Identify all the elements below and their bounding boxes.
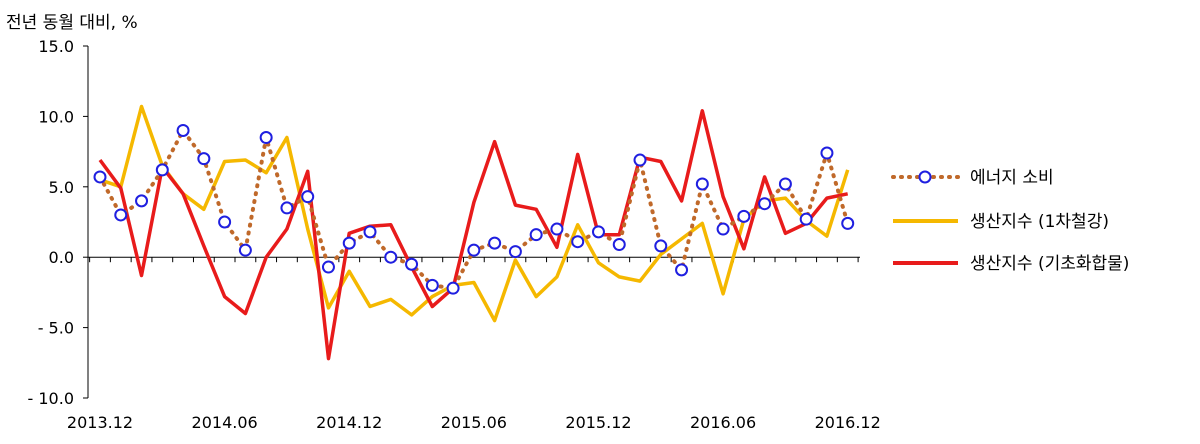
data-point-energy	[425, 278, 439, 292]
y-tick-label: - 5.0	[38, 319, 74, 338]
data-point-energy	[529, 228, 543, 242]
x-tick-label: 2015.06	[441, 413, 507, 432]
data-point-energy	[737, 209, 751, 223]
legend-label: 생산지수 (기초화합물)	[970, 254, 1129, 274]
y-axis-unit-label: 전년 동월 대비, %	[6, 13, 138, 33]
y-tick-label: 5.0	[49, 178, 74, 197]
data-point-energy	[758, 197, 772, 211]
data-point-energy	[612, 238, 626, 252]
data-point-energy	[176, 123, 190, 137]
data-point-energy	[799, 212, 813, 226]
x-tick-label: 2014.06	[192, 413, 258, 432]
x-tick-label: 2016.06	[690, 413, 756, 432]
series-line-chemical	[98, 109, 849, 361]
data-point-energy	[716, 222, 730, 236]
y-tick-label: 10.0	[38, 107, 74, 126]
data-point-energy	[218, 215, 232, 229]
data-point-energy	[841, 216, 855, 230]
x-tick-label: 2016.12	[815, 413, 881, 432]
data-point-energy	[363, 225, 377, 239]
data-point-energy	[633, 153, 647, 167]
data-point-energy	[820, 146, 834, 160]
data-point-energy	[321, 260, 335, 274]
data-point-energy	[695, 177, 709, 191]
data-point-energy	[778, 177, 792, 191]
legend-label: 생산지수 (1차철강)	[970, 212, 1109, 232]
data-point-energy	[467, 243, 481, 257]
data-point-energy	[155, 163, 169, 177]
data-point-energy	[342, 236, 356, 250]
data-point-energy	[259, 131, 273, 145]
data-point-energy	[280, 201, 294, 215]
data-point-energy	[446, 281, 460, 295]
legend-swatch-marker	[918, 170, 932, 184]
data-point-energy	[135, 194, 149, 208]
x-tick-label: 2013.12	[67, 413, 133, 432]
y-tick-label: - 10.0	[28, 389, 74, 408]
data-point-energy	[591, 225, 605, 239]
series-line-steel	[99, 104, 850, 323]
y-tick-label: 15.0	[38, 37, 74, 56]
data-point-energy	[238, 243, 252, 257]
data-point-energy	[405, 257, 419, 271]
legend-item-steel: 생산지수 (1차철강)	[893, 212, 1109, 232]
data-point-energy	[93, 170, 107, 184]
data-point-energy	[488, 236, 502, 250]
x-tick-label: 2014.12	[316, 413, 382, 432]
legend-item-energy: 에너지 소비	[891, 168, 1054, 188]
y-tick-label: 0.0	[49, 248, 74, 267]
legend-item-chemical: 생산지수 (기초화합물)	[893, 254, 1129, 274]
data-point-energy	[675, 263, 689, 277]
data-point-energy	[550, 222, 564, 236]
data-point-energy	[301, 190, 315, 204]
x-tick-label: 2015.12	[565, 413, 631, 432]
data-point-energy	[571, 235, 585, 249]
data-point-energy	[508, 245, 522, 259]
data-point-energy	[114, 208, 128, 222]
data-point-energy	[654, 239, 668, 253]
data-point-energy	[384, 250, 398, 264]
legend-label: 에너지 소비	[970, 168, 1054, 188]
data-point-energy	[197, 152, 211, 166]
